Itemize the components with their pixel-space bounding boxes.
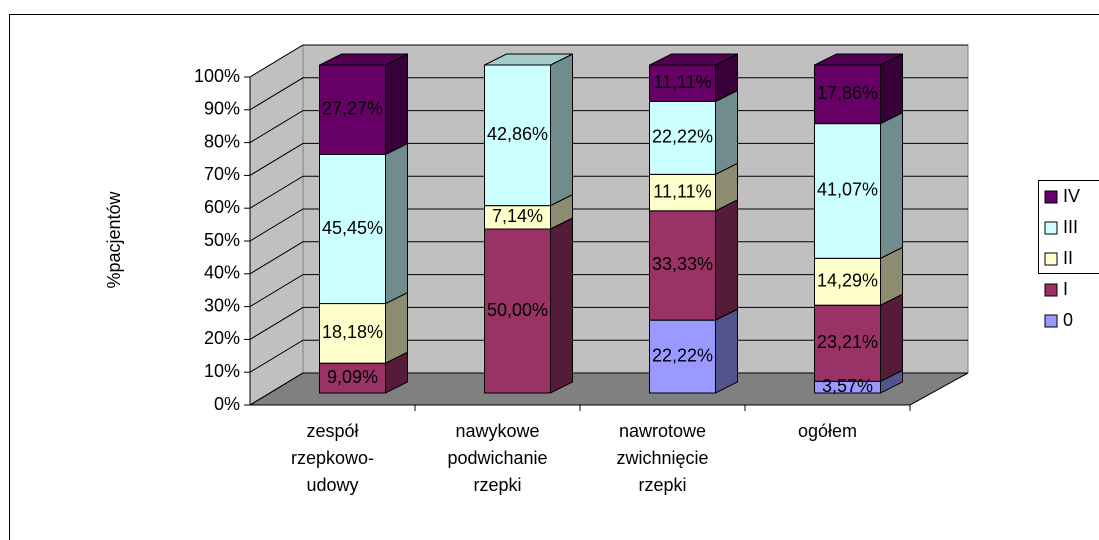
bar-side	[385, 291, 408, 364]
x-tick-label: ogółem	[797, 421, 858, 441]
bar-segment	[649, 210, 716, 321]
bar-segment	[814, 123, 881, 259]
legend-label: III	[1063, 217, 1078, 237]
value-label: 18,18%	[322, 322, 383, 342]
bar-side	[715, 198, 738, 321]
y-tick-label: 100%	[194, 66, 240, 86]
bar-side	[880, 293, 903, 383]
grid-line	[249, 274, 968, 308]
bar-segment	[484, 228, 551, 394]
legend-swatch	[1044, 221, 1058, 235]
value-label: 11,11%	[653, 181, 711, 201]
bar-side	[385, 142, 408, 305]
legend-swatch	[1044, 314, 1058, 328]
value-label: 23,21%	[817, 332, 878, 352]
value-label: 33,33%	[652, 254, 713, 274]
y-tick-label: 10%	[204, 361, 240, 381]
bar-top	[484, 53, 573, 66]
y-tick-label: 30%	[204, 295, 240, 315]
grid-line	[249, 372, 968, 406]
legend-label: IV	[1063, 186, 1080, 206]
y-axis-title: %pacjentów	[104, 190, 124, 288]
bar-side	[880, 53, 903, 125]
x-tick-label: zespół rzepkowo-udowy	[290, 421, 375, 495]
bar-segment	[319, 362, 386, 394]
grid-line	[249, 175, 968, 209]
bar-side	[880, 111, 903, 260]
bar-segment	[319, 153, 386, 305]
value-label: 22,22%	[652, 345, 713, 365]
y-tick-label: 40%	[204, 263, 240, 283]
value-label: 45,45%	[322, 218, 383, 238]
bar-side	[550, 217, 573, 394]
bar-segment	[319, 303, 386, 364]
legend-label: 0	[1063, 310, 1073, 330]
bar-side	[385, 53, 408, 156]
x-tick-label: nawykowe podwichanie rzepki	[447, 421, 548, 495]
bar-side	[715, 308, 738, 394]
grid-line	[249, 110, 968, 144]
bar-top	[319, 53, 408, 66]
y-tick-label: 70%	[204, 164, 240, 184]
value-label: 22,22%	[652, 127, 713, 147]
grid-line	[249, 241, 968, 275]
value-label: 50,00%	[487, 300, 548, 320]
value-label: 41,07%	[817, 180, 878, 200]
bar-side	[550, 53, 573, 207]
bar-segment	[649, 319, 716, 394]
grid-line	[249, 142, 968, 176]
value-label: 17,86%	[817, 83, 878, 103]
value-label: 14,29%	[817, 270, 878, 290]
bar-top	[814, 53, 903, 66]
value-label: 27,27%	[322, 99, 383, 119]
legend-swatch	[1044, 283, 1058, 297]
y-tick-label: 80%	[204, 131, 240, 151]
y-tick-label: 0%	[214, 394, 240, 414]
y-tick-label: 60%	[204, 197, 240, 217]
grid-line	[249, 44, 968, 78]
bar-top	[649, 53, 738, 66]
grid-line	[249, 77, 968, 111]
value-label: 42,86%	[487, 124, 548, 144]
bar-segment	[814, 304, 881, 382]
legend-swatch	[1044, 190, 1058, 204]
grid-line	[249, 208, 968, 242]
value-label: 7,14%	[492, 206, 543, 226]
legend-label: II	[1063, 248, 1073, 268]
bar-segment	[319, 64, 386, 155]
y-tick-label: 20%	[204, 328, 240, 348]
value-label: 3,57%	[822, 376, 873, 396]
y-tick-label: 90%	[204, 99, 240, 119]
grid-line	[249, 306, 968, 340]
grid-line	[249, 339, 968, 373]
value-label: 11,11%	[653, 72, 711, 92]
legend-swatch	[1044, 252, 1058, 266]
legend-label: I	[1063, 279, 1068, 299]
bar-side	[715, 89, 738, 176]
x-tick-label: nawrotowe zwichnięcie rzepki	[616, 421, 709, 495]
y-tick-label: 50%	[204, 230, 240, 250]
value-label: 9,09%	[327, 367, 378, 387]
